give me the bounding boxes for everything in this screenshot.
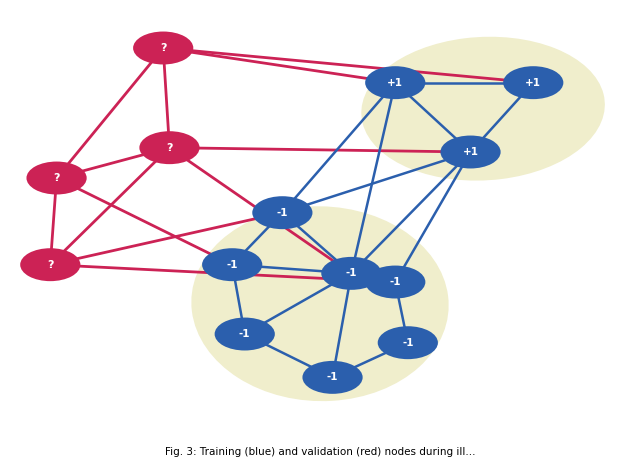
Text: -1: -1 [346,268,357,278]
Ellipse shape [378,326,438,359]
Ellipse shape [191,206,449,401]
Text: ?: ? [53,173,60,183]
Text: ?: ? [160,43,166,53]
Text: +1: +1 [387,78,403,88]
Text: ?: ? [47,260,54,270]
Ellipse shape [503,66,563,99]
Text: +1: +1 [463,147,479,157]
Text: ?: ? [166,143,173,153]
Ellipse shape [20,248,81,281]
Ellipse shape [214,317,275,350]
Text: -1: -1 [227,260,238,270]
Text: Fig. 3: Training (blue) and validation (red) nodes during ill...: Fig. 3: Training (blue) and validation (… [164,447,476,457]
Text: -1: -1 [276,208,288,218]
Ellipse shape [133,32,193,64]
Ellipse shape [202,248,262,281]
Text: -1: -1 [390,277,401,287]
Ellipse shape [303,361,363,394]
Text: -1: -1 [239,329,250,339]
Ellipse shape [440,136,500,169]
Text: -1: -1 [402,338,413,348]
Ellipse shape [140,131,200,164]
Text: -1: -1 [327,372,339,383]
Ellipse shape [26,162,86,194]
Ellipse shape [365,266,426,299]
Ellipse shape [362,37,605,181]
Ellipse shape [321,257,381,290]
Ellipse shape [252,196,312,229]
Ellipse shape [365,66,426,99]
Text: +1: +1 [525,78,541,88]
